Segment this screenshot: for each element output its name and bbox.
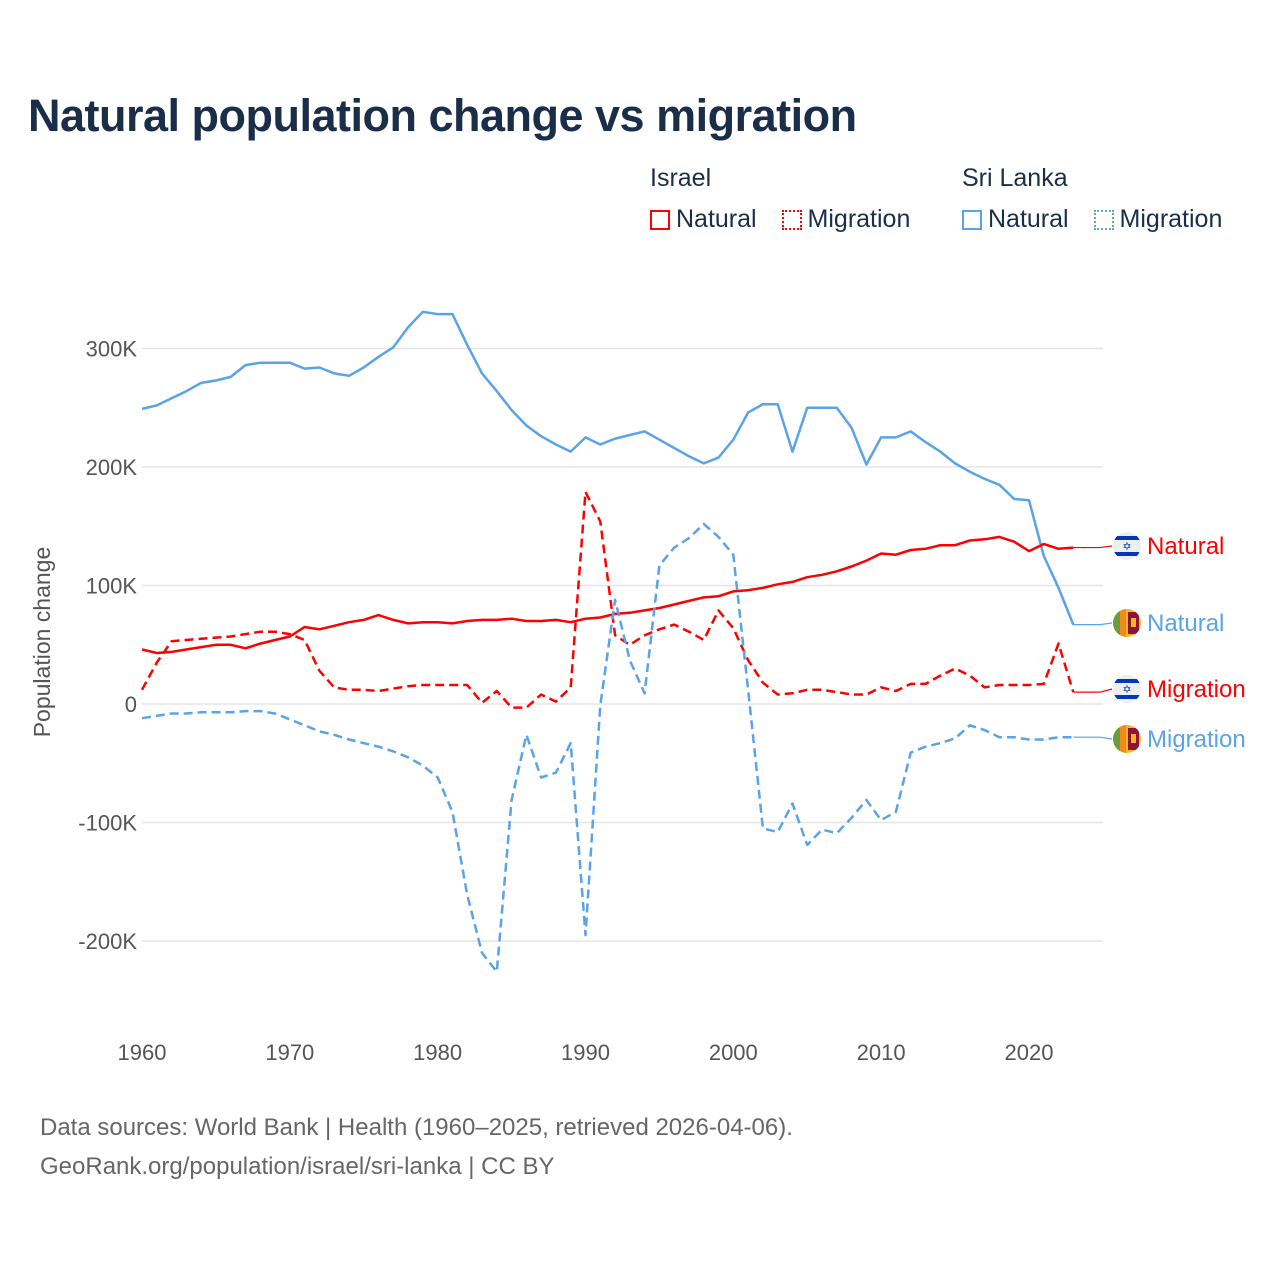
legend-swatch-dotted — [781, 209, 802, 230]
legend-item-israel-natural[interactable]: Natural — [650, 205, 757, 234]
end-label-connector — [1073, 688, 1113, 693]
legend-label: Natural — [988, 205, 1069, 233]
y-axis-label: Population change — [29, 547, 55, 738]
sri-lanka-flag-icon — [1113, 725, 1141, 753]
lion-icon — [1131, 618, 1136, 627]
legend-item-sri-lanka-migration[interactable]: Migration — [1093, 205, 1223, 234]
flag-stripe — [1113, 552, 1141, 556]
series-line-israel-natural — [141, 535, 1074, 655]
legend-label: Migration — [1119, 205, 1223, 233]
chart-title: Natural population change vs migration — [28, 90, 857, 141]
x-tick-label: 1970 — [265, 1040, 314, 1065]
legend-group-title: Sri Lanka — [962, 164, 1068, 192]
y-tick-label: 0 — [125, 692, 137, 717]
star-of-david-icon: ✡ — [1122, 541, 1131, 553]
legend-swatch-solid — [962, 209, 982, 230]
flag-orange — [1120, 609, 1126, 637]
flag-stripe — [1113, 536, 1141, 540]
end-label: Natural — [1147, 533, 1224, 560]
sri-lanka-flag-icon — [1113, 609, 1141, 637]
x-tick-label: 1980 — [413, 1040, 462, 1065]
x-tick-label: 2010 — [857, 1040, 906, 1065]
flag-green — [1113, 609, 1120, 637]
end-label-connector — [1073, 622, 1113, 626]
series-line-sri-lanka-migration — [141, 522, 1074, 974]
end-label: Migration — [1147, 726, 1246, 753]
flag-green — [1113, 725, 1120, 753]
footer-attribution: GeoRank.org/population/israel/sri-lanka … — [40, 1153, 555, 1180]
y-tick-label: 300K — [86, 337, 138, 362]
series-line-israel-migration — [140, 490, 1075, 709]
x-tick-label: 1990 — [561, 1040, 610, 1065]
x-tick-label: 2020 — [1005, 1040, 1054, 1065]
series-line-sri-lanka-natural — [141, 310, 1075, 626]
end-label-connector — [1073, 736, 1113, 740]
x-tick-label: 2000 — [709, 1040, 758, 1065]
end-label: Natural — [1147, 610, 1224, 637]
end-label: Migration — [1147, 676, 1246, 703]
legend-swatch-dotted — [1093, 209, 1114, 230]
legend-group-israel: Israel Natural Migration — [650, 164, 928, 237]
legend-label: Migration — [807, 205, 911, 233]
footer: Data sources: World Bank | Health (1960–… — [40, 1108, 793, 1186]
legend-group-sri-lanka: Sri Lanka Natural Migration — [962, 164, 1222, 237]
legend-group-title: Israel — [650, 164, 712, 192]
flag-orange — [1120, 725, 1126, 753]
x-tick-label: 1960 — [118, 1040, 167, 1065]
y-tick-label: 100K — [86, 574, 138, 599]
legend-label: Natural — [676, 205, 757, 233]
flag-stripe — [1113, 695, 1141, 699]
flag-stripe — [1113, 679, 1141, 683]
legend-item-israel-migration[interactable]: Migration — [781, 205, 911, 234]
star-of-david-icon: ✡ — [1122, 684, 1131, 696]
israel-flag-icon: ✡ — [1113, 675, 1141, 703]
legend-item-sri-lanka-natural[interactable]: Natural — [962, 205, 1069, 234]
footer-sources: Data sources: World Bank | Health (1960–… — [40, 1114, 793, 1141]
legend-swatch-solid — [650, 209, 670, 230]
israel-flag-icon: ✡ — [1113, 532, 1141, 560]
end-label-connector — [1073, 545, 1113, 549]
y-tick-label: 200K — [86, 455, 138, 480]
y-tick-label: -200K — [78, 929, 137, 954]
lion-icon — [1131, 734, 1136, 743]
y-tick-label: -100K — [78, 811, 137, 836]
